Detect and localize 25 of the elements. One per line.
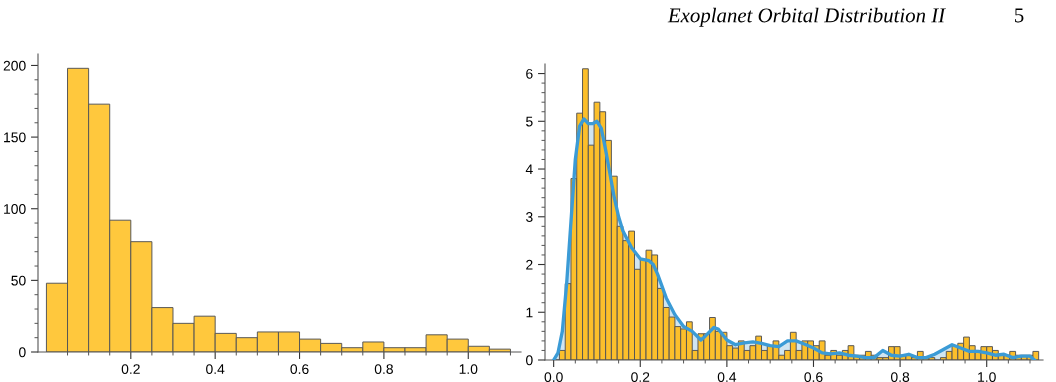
x-tick-label: 0.6: [290, 364, 309, 375]
x-tick-label: 0.4: [717, 372, 737, 382]
x-tick-label: 0.2: [121, 364, 140, 375]
y-tick-label: 6: [526, 68, 533, 79]
x-tick-label: 0.8: [890, 372, 910, 382]
text: Exoplanet Orbital Distribution II: [667, 7, 946, 27]
x-tick-label: 0.8: [374, 364, 393, 375]
x-tick-label: 0.0: [544, 372, 563, 382]
y-tick-label: 5: [526, 116, 533, 127]
y-tick-label: 50: [11, 275, 26, 286]
y-tick-label: 0: [19, 347, 26, 358]
y-tick-label: 4: [525, 164, 533, 175]
y-tick-label: 100: [4, 204, 26, 214]
y-tick-label: 150: [4, 132, 26, 143]
y-tick-label: 0: [526, 355, 533, 366]
x-tick-label: 0.4: [206, 364, 225, 375]
text: 5: [1015, 8, 1024, 23]
y-tick-label: 3: [526, 212, 533, 222]
x-tick-label: 0.6: [804, 372, 823, 382]
y-tick-label: 200: [3, 60, 26, 71]
y-tick-label: 1: [526, 307, 533, 318]
x-tick-label: 1.0: [459, 364, 478, 375]
x-tick-label: 0.2: [631, 372, 650, 382]
y-tick-label: 2: [526, 259, 533, 270]
x-tick-label: 1.0: [978, 372, 996, 382]
